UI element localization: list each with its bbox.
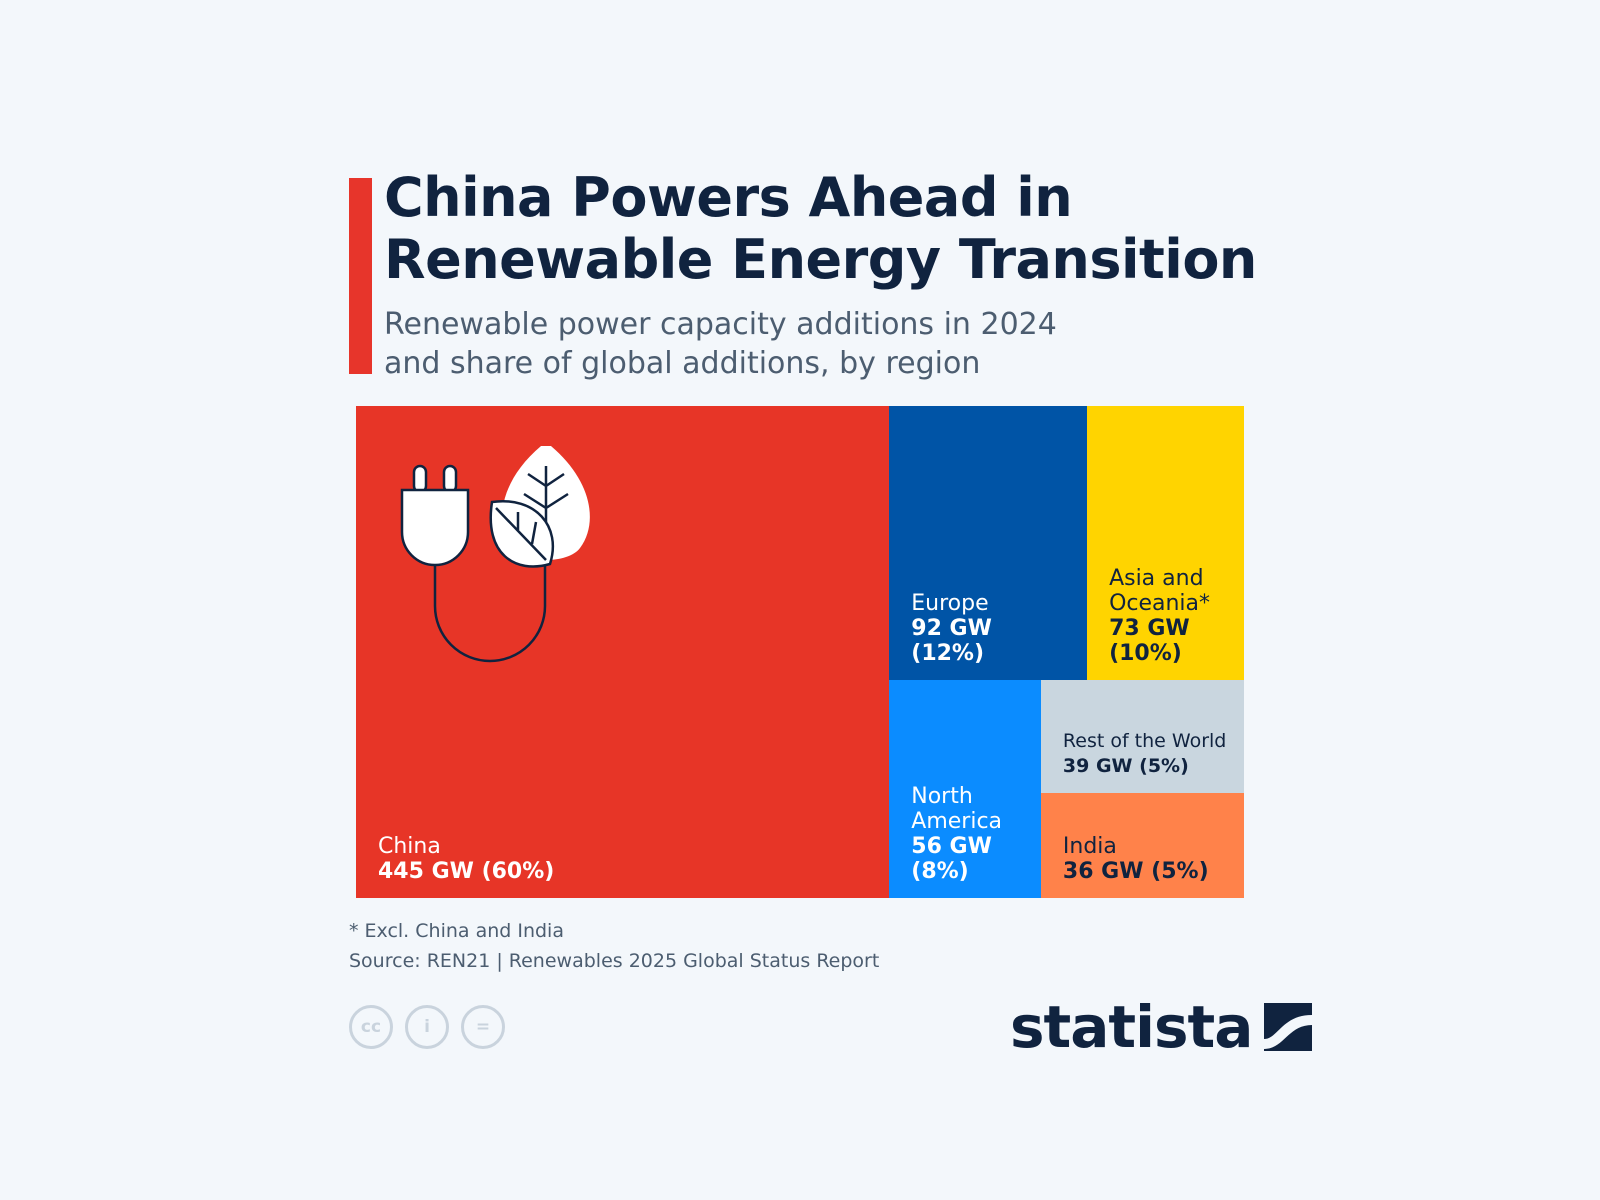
title-accent-bar [349,178,372,374]
region-name-north-america: North America [911,783,1003,834]
tile-label-india: India 36 GW (5%) [1063,834,1236,884]
region-name-asia-and-oceania: Asia and Oceania* [1109,566,1211,617]
region-name-china: China [378,834,441,859]
source-note: Source: REN21 | Renewables 2025 Global S… [349,950,880,972]
tile-label-rest-of-the-world: Rest of the World 39 GW (5%) [1063,729,1236,779]
statista-mark-icon [1264,1003,1313,1051]
brand-wordmark: statista [1010,993,1253,1061]
region-value-rest-of-the-world: 39 GW (5%) [1062,755,1189,778]
tile-asia-and-oceania: Asia and Oceania* 73 GW (10%) [1087,406,1244,681]
region-value-india: 36 GW (5%) [1062,858,1209,884]
tile-china: China 445 GW (60%) [356,406,890,898]
tile-europe: Europe 92 GW (12%) [889,406,1088,681]
creative-commons-icon[interactable]: cc [349,1005,393,1049]
tile-north-america: North America 56 GW (8%) [889,680,1041,898]
tile-label-europe: Europe 92 GW (12%) [911,591,1079,666]
license-icons: cc i = [349,1005,505,1049]
tile-rest-of-the-world: Rest of the World 39 GW (5%) [1040,680,1244,794]
region-name-europe: Europe [911,591,989,617]
footnote: * Excl. China and India [349,920,564,942]
tile-label-china: China 445 GW (60%) [378,834,881,884]
treemap: China 445 GW (60%) Europe 92 GW (12%) As… [356,406,1244,898]
region-value-china: 445 GW (60%) [378,859,555,884]
tile-india: India 36 GW (5%) [1040,793,1244,898]
chart-title: China Powers Ahead in Renewable Energy T… [384,166,1257,291]
region-name-rest-of-the-world: Rest of the World [1062,730,1227,753]
chart-subtitle: Renewable power capacity additions in 20… [384,307,1057,381]
tile-label-north-america: North America 56 GW (8%) [911,784,1033,884]
plug-and-leaves-icon [400,446,590,663]
no-derivatives-icon[interactable]: = [461,1005,505,1049]
attribution-icon[interactable]: i [405,1005,449,1049]
region-value-north-america: 56 GW (8%) [911,833,992,884]
region-value-asia-and-oceania: 73 GW (10%) [1109,616,1190,667]
tile-label-asia-and-oceania: Asia and Oceania* 73 GW (10%) [1109,566,1236,666]
statista-logo[interactable]: statista [1010,993,1313,1061]
region-name-india: India [1062,833,1117,859]
region-value-europe: 92 GW (12%) [911,616,992,667]
